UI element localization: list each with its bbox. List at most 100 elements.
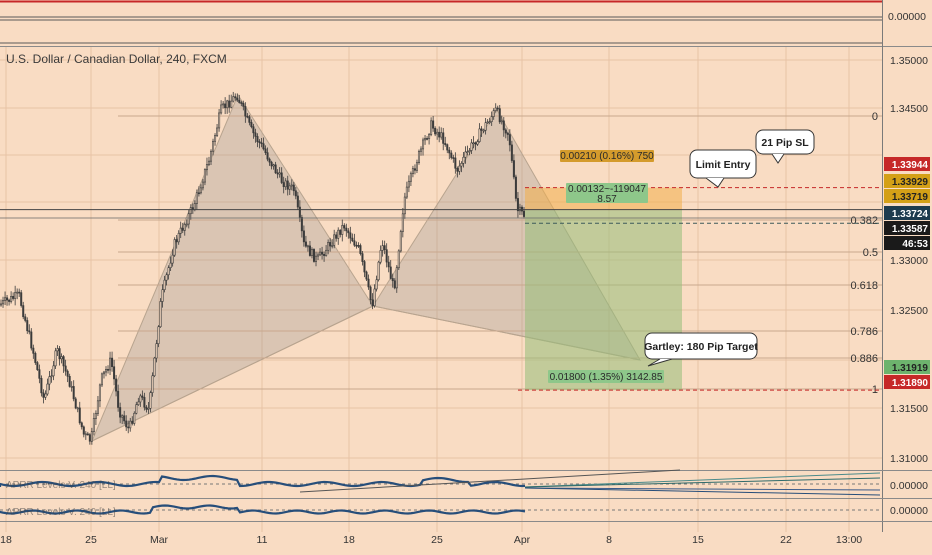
candle-126	[254, 132, 257, 137]
candle-181	[365, 271, 368, 280]
candle-192	[387, 261, 390, 268]
candle-243	[490, 116, 493, 123]
candle-139	[280, 172, 283, 183]
candle-110	[222, 103, 225, 106]
candle-31	[62, 356, 65, 367]
candle-186	[375, 279, 378, 290]
indicator-1-ray-2	[524, 487, 881, 491]
candle-19	[38, 369, 41, 379]
candle-98	[197, 192, 200, 195]
candle-56	[113, 366, 116, 380]
y-tick-1: 1.34500	[890, 103, 928, 115]
indicator-pane-2	[0, 504, 882, 515]
candle-25	[50, 375, 53, 378]
candle-224	[452, 157, 455, 159]
candle-7	[14, 292, 17, 299]
entry-ratio-bg	[566, 183, 648, 203]
time-axis[interactable]: 18 25 Mar 11 18 25 Apr 8 15 22 13:00	[0, 534, 862, 546]
candle-240	[484, 122, 487, 131]
candle-50	[100, 373, 103, 386]
candle-55	[111, 357, 114, 368]
candle-200	[403, 196, 406, 215]
candle-14	[28, 330, 31, 333]
candle-11	[22, 305, 25, 318]
candle-121	[244, 106, 247, 117]
candle-26	[52, 365, 55, 377]
candle-80	[161, 289, 164, 302]
top-pane-value: 0.00000	[888, 11, 926, 23]
candle-171	[345, 227, 348, 232]
candle-248	[500, 120, 503, 123]
candle-187	[377, 261, 380, 281]
candle-84	[169, 262, 172, 269]
price-axis[interactable]: 1.35000 1.34500 1.33000 1.32500 1.31500 1.310…	[890, 55, 928, 465]
candle-29	[58, 348, 61, 360]
price-badge-bg-3	[884, 206, 930, 220]
candle-54	[109, 357, 112, 371]
candle-65	[131, 420, 134, 424]
candle-111	[224, 103, 227, 109]
candle-152	[306, 245, 309, 248]
candle-228	[460, 163, 463, 167]
candle-2	[4, 297, 7, 301]
candle-138	[278, 172, 281, 175]
candle-37	[74, 398, 77, 409]
candle-220	[444, 143, 447, 145]
candle-149	[300, 216, 303, 232]
indicator-1-ray-0	[524, 472, 881, 488]
price-badge-3: 1.33724	[892, 209, 929, 220]
candle-109	[220, 104, 223, 114]
candle-73	[147, 408, 150, 410]
candle-229	[462, 156, 465, 164]
risk-label: 0.00210 (0.16%) 750	[560, 151, 654, 162]
candle-188	[379, 250, 382, 263]
candle-193	[389, 266, 392, 279]
candle-85	[171, 254, 174, 264]
candle-51	[102, 371, 106, 375]
candle-238	[480, 128, 483, 131]
candle-15	[30, 331, 33, 349]
candle-64	[129, 420, 132, 429]
price-badge-bg-4	[884, 221, 930, 235]
x-tick-6: Apr	[514, 534, 531, 546]
candle-35	[70, 386, 73, 388]
candle-144	[290, 184, 293, 187]
candle-241	[486, 121, 489, 124]
candle-10	[20, 292, 23, 306]
candle-117	[236, 97, 239, 101]
candle-96	[193, 203, 196, 211]
candle-133	[268, 158, 271, 163]
candle-134	[270, 161, 273, 167]
candle-71	[143, 397, 146, 408]
candle-16	[32, 347, 35, 354]
candle-177	[357, 245, 360, 247]
candle-101	[203, 169, 206, 183]
candle-75	[151, 375, 154, 393]
candle-44	[88, 434, 91, 442]
candle-86	[173, 239, 176, 256]
candle-39	[78, 407, 81, 424]
risk-label-bg	[560, 150, 654, 162]
candle-82	[165, 274, 168, 281]
candle-23	[46, 383, 49, 395]
x-tick-2: Mar	[150, 534, 169, 546]
candle-204	[411, 168, 414, 175]
candle-24	[48, 376, 51, 385]
callout-sl-tail	[771, 153, 785, 164]
candle-195	[393, 280, 396, 289]
x-tick-3: 11	[257, 534, 268, 546]
candle-28	[56, 348, 59, 352]
candle-69	[139, 395, 142, 403]
candle-203	[409, 173, 412, 182]
candle-140	[282, 182, 285, 188]
indicator-1-value: 0.00000	[890, 480, 928, 492]
reward-zone	[525, 210, 682, 391]
candle-46	[92, 418, 95, 432]
candle-125	[252, 126, 255, 134]
candle-124	[250, 122, 253, 128]
candle-159	[321, 251, 324, 255]
candle-249	[502, 120, 505, 131]
candle-87	[175, 239, 178, 243]
